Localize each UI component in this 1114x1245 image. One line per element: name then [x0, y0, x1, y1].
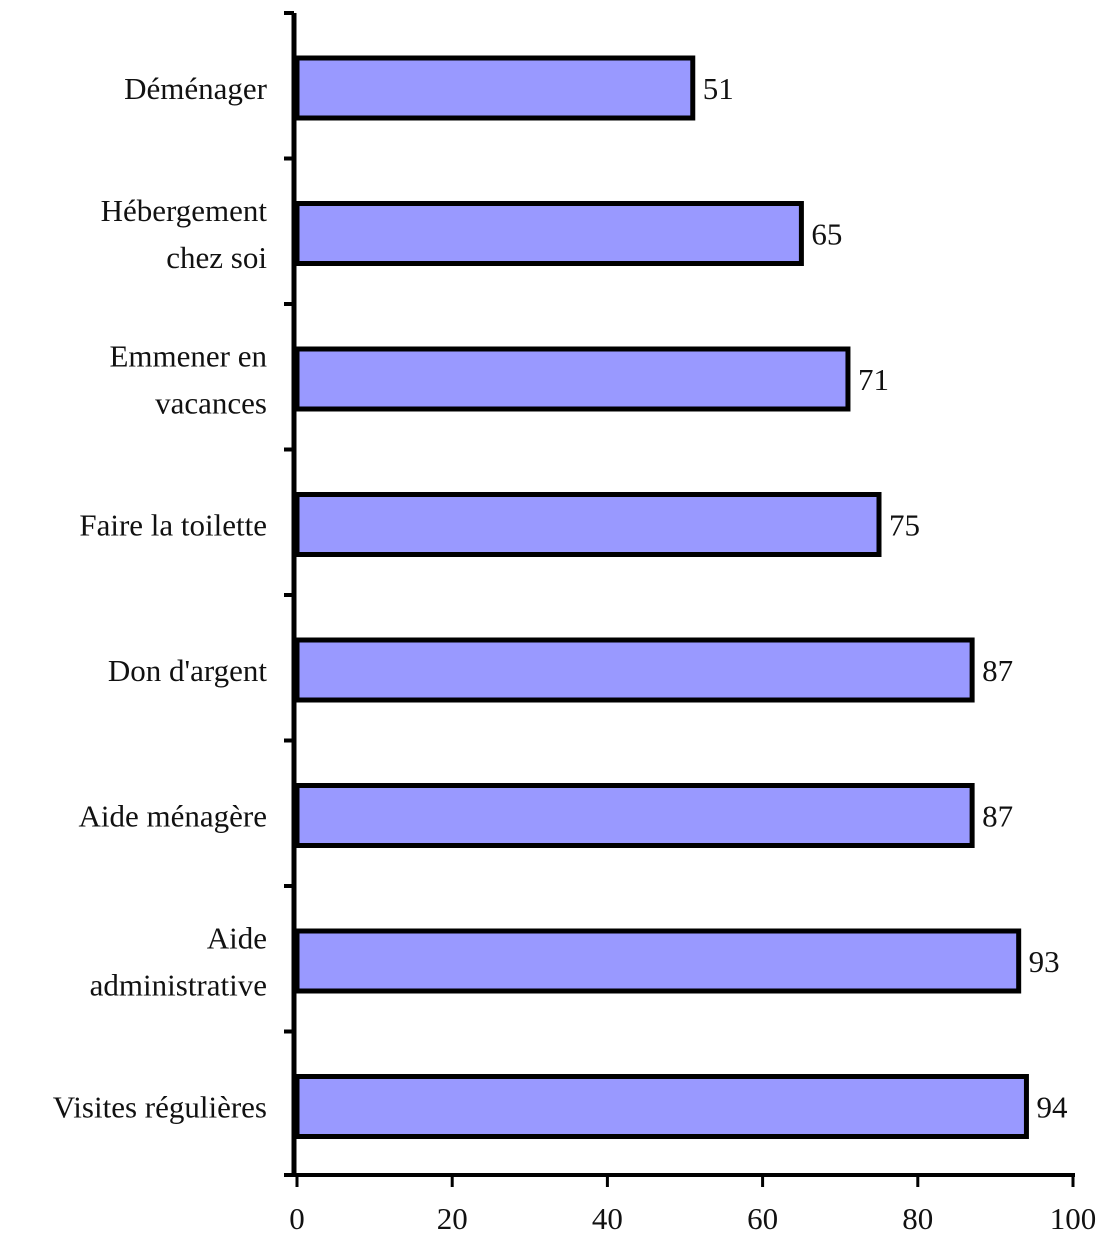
bar-value-label: 87: [982, 653, 1013, 688]
x-tick-label: 100: [1050, 1201, 1097, 1236]
category-labels: Déménager Hébergement chez soi Emmener en va…: [53, 71, 268, 1125]
bar: [294, 55, 696, 121]
bar-value-label: 75: [889, 508, 920, 543]
bar-value-label: 71: [858, 362, 889, 397]
bar: [294, 346, 851, 412]
category-label-line: Aide ménagère: [79, 799, 267, 834]
bar: [294, 928, 1022, 994]
x-tick-label: 80: [902, 1201, 933, 1236]
category-label: Don d'argent: [108, 653, 268, 688]
category-label-line: Visites régulières: [53, 1090, 267, 1125]
x-tick-label: 20: [437, 1201, 468, 1236]
x-tick-label: 40: [592, 1201, 623, 1236]
bar-value-label: 87: [982, 799, 1013, 834]
bar-value-label: 93: [1029, 944, 1060, 979]
x-tick-labels: 0 20 40 60 80 100: [289, 1201, 1096, 1236]
category-label: Déménager: [124, 71, 268, 106]
value-labels: 51 65 71 75 87 87 93 94: [703, 71, 1068, 1125]
bar-value-label: 94: [1036, 1090, 1068, 1125]
category-label: Visites régulières: [53, 1090, 267, 1125]
bar: [294, 637, 975, 703]
bar-value-label: 65: [811, 217, 842, 252]
x-tick-label: 0: [289, 1201, 305, 1236]
bar-value-label: 51: [703, 71, 734, 106]
bars: [294, 55, 1029, 1139]
category-label: Emmener en vacances: [109, 339, 267, 421]
bar: [294, 783, 975, 848]
category-label-line: Aide: [207, 921, 267, 956]
category-label-line: Faire la toilette: [79, 508, 267, 543]
category-label-line: Don d'argent: [108, 653, 268, 688]
bar: [294, 1074, 1029, 1139]
category-label-line: vacances: [155, 386, 267, 421]
x-tick-label: 60: [747, 1201, 778, 1236]
category-label-line: Emmener en: [109, 339, 267, 374]
category-label: Aide ménagère: [79, 799, 267, 834]
bar: [294, 201, 804, 266]
category-label-line: Déménager: [124, 71, 268, 106]
category-label-line: Hébergement: [101, 193, 268, 228]
category-label: Faire la toilette: [79, 508, 267, 543]
bar: [294, 492, 882, 557]
category-label: Hébergement chez soi: [101, 193, 268, 275]
category-label: Aide administrative: [90, 921, 267, 1003]
category-label-line: administrative: [90, 968, 267, 1003]
axes: [284, 11, 1075, 1187]
category-label-line: chez soi: [166, 240, 267, 275]
